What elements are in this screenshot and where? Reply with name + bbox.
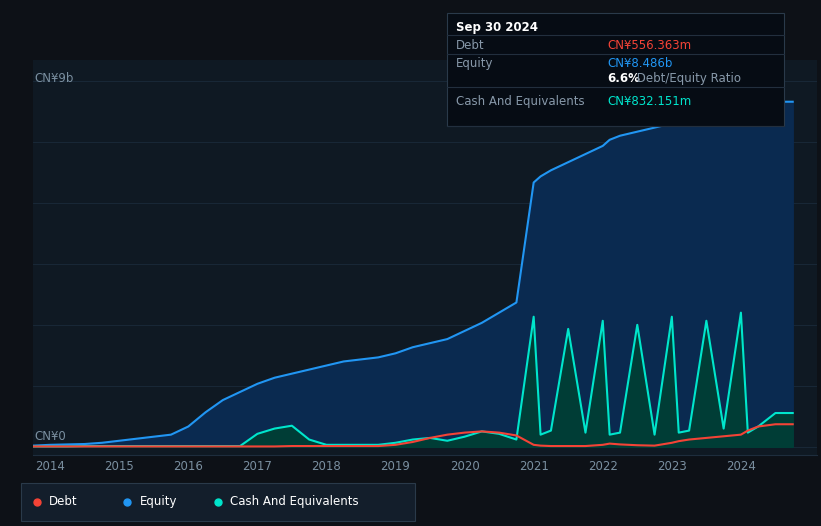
Text: Cash And Equivalents: Cash And Equivalents [456,95,585,108]
Text: 6.6%: 6.6% [608,73,640,85]
Text: Sep 30 2024: Sep 30 2024 [456,22,538,34]
Text: Equity: Equity [456,57,493,69]
Text: CN¥832.151m: CN¥832.151m [608,95,692,108]
Text: CN¥0: CN¥0 [34,430,67,443]
Text: CN¥556.363m: CN¥556.363m [608,39,691,52]
Text: Equity: Equity [140,495,177,508]
Text: Debt: Debt [49,495,78,508]
Text: Debt: Debt [456,39,484,52]
Text: CN¥8.486b: CN¥8.486b [608,57,673,69]
Text: CN¥9b: CN¥9b [34,73,74,85]
Text: Debt/Equity Ratio: Debt/Equity Ratio [633,73,741,85]
Text: Cash And Equivalents: Cash And Equivalents [230,495,359,508]
